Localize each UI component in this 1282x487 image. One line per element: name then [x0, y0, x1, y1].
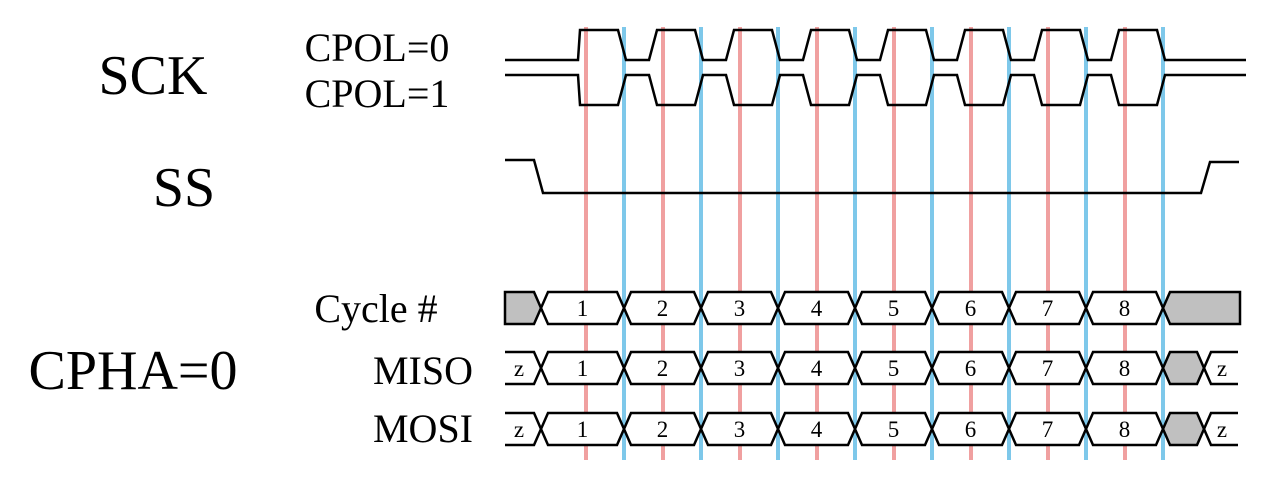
cycle-row-cell-label: 6 — [965, 296, 977, 321]
sck-cpol1-wave — [505, 73, 1246, 107]
cycle-row-cell-label: 8 — [1119, 296, 1131, 321]
ss-wave — [505, 158, 1239, 195]
mosi-row-transition-cell — [1161, 411, 1206, 447]
mosi-row-cell-label: 2 — [657, 417, 669, 442]
cycle-row-cell-label: 5 — [888, 296, 900, 321]
miso-row-cell-label: 7 — [1042, 356, 1054, 381]
mosi-row-cell-label: 3 — [734, 417, 746, 442]
clock-edge-markers — [584, 27, 1165, 460]
sck-cpol0-wave — [505, 28, 1246, 62]
mosi-row-hiz-end — [1202, 411, 1238, 447]
miso-row-cell-label: 5 — [888, 356, 900, 381]
miso-row-cell-label: 3 — [734, 356, 746, 381]
mosi-row-cell-label: 8 — [1119, 417, 1131, 442]
miso-row-cell-label: 6 — [965, 356, 977, 381]
cycle-row-cell-label: 1 — [577, 296, 589, 321]
cpol0-label: CPOL=0 — [305, 25, 450, 70]
cycle-row-idle-start — [503, 290, 543, 326]
sck-label: SCK — [99, 45, 208, 107]
ss-label: SS — [153, 157, 215, 219]
mosi-row-cell-label: 5 — [888, 417, 900, 442]
miso-row-hiz-end — [1202, 350, 1238, 386]
signal-labels: SCK CPOL=0 CPOL=1 SS Cycle # CPHA=0 MISO… — [29, 25, 474, 451]
mosi-label: MOSI — [373, 406, 473, 451]
cpha-label: CPHA=0 — [29, 340, 238, 402]
miso-row-cell-label: 4 — [811, 356, 823, 381]
mosi-row-cell-label: 6 — [965, 417, 977, 442]
cycle-row-cell-label: 4 — [811, 296, 823, 321]
miso-row-cell-label: 1 — [577, 356, 589, 381]
miso-row-cell-label: 2 — [657, 356, 669, 381]
mosi-row-cell-label: 1 — [577, 417, 589, 442]
mosi-row-hiz-end-label: z — [1217, 417, 1227, 442]
miso-row-transition-cell — [1161, 350, 1206, 386]
miso-row-cell-label: 8 — [1119, 356, 1131, 381]
cycle-row-cell-label: 7 — [1042, 296, 1054, 321]
waveforms: 1 2 3 4 5 6 7 8 z 1 2 3 4 5 6 7 8 z z 1 2 3 4 5 6 7 8 z — [503, 28, 1246, 447]
miso-row-hiz-start-label: z — [514, 356, 524, 381]
mosi-row-cell-label: 7 — [1042, 417, 1054, 442]
cycle-row-cell-label: 2 — [657, 296, 669, 321]
cycle-row-idle-end — [1161, 290, 1242, 326]
cpol1-label: CPOL=1 — [305, 71, 450, 116]
mosi-row-hiz-start-label: z — [514, 417, 524, 442]
miso-row-hiz-end-label: z — [1217, 356, 1227, 381]
mosi-row-cell-label: 4 — [811, 417, 823, 442]
cycle-label: Cycle # — [314, 286, 437, 331]
miso-label: MISO — [373, 348, 473, 393]
cycle-row-cell-label: 3 — [734, 296, 746, 321]
